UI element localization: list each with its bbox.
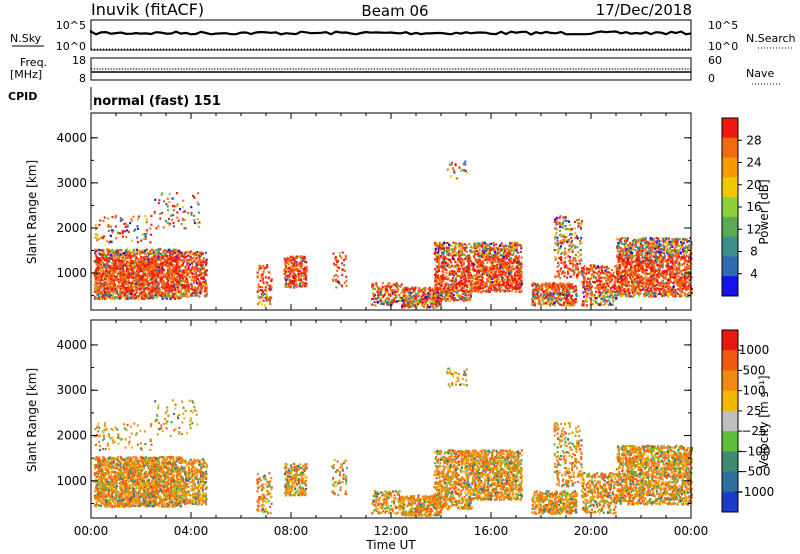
- velocity-colorbar-label: Velocity [m s⁻¹]: [757, 375, 771, 468]
- colorbar-segment: [722, 491, 738, 513]
- nsky-left-tick-top: 10^5: [56, 19, 86, 32]
- x-axis-label: Time UT: [365, 538, 416, 552]
- colorbar-tick-label: 16: [746, 200, 761, 214]
- nsky-right-tick-bottom: 10^0: [708, 40, 738, 53]
- cpid-label: CPID: [8, 90, 37, 103]
- colorbar-segment: [722, 276, 738, 297]
- colorbar-segment: [722, 451, 738, 473]
- power-data-cells: [93, 160, 693, 309]
- velocity-ylabel: Slant Range [km]: [25, 368, 39, 472]
- colorbar-tick-label: 12: [746, 222, 761, 236]
- freq-right-tick-bottom: 0: [708, 72, 715, 85]
- freq-left-tick-bottom: 8: [79, 72, 86, 85]
- velocity-panel: 00:00 04:00 08:00 12:00 16:00 20:00 00:00 1000 2…: [25, 319, 775, 552]
- colorbar-segment: [722, 197, 738, 218]
- freq-label-top: Freq.: [20, 56, 47, 69]
- colorbar-tick-label: −100: [738, 444, 771, 458]
- date-title: 17/Dec/2018: [596, 1, 692, 19]
- colorbar-segment: [722, 350, 738, 371]
- y-tick-label: 3000: [56, 383, 87, 397]
- power-ylabel: Slant Range [km]: [25, 160, 39, 264]
- freq-label-bottom: [MHz]: [10, 68, 42, 81]
- colorbar-tick-label: −25: [741, 424, 766, 438]
- y-tick-label: 1000: [56, 266, 87, 280]
- nsky-panel: N.Sky 10^5 10^0 10^5 10^0 N.Search: [10, 19, 796, 53]
- nsky-right-tick-top: 10^5: [708, 19, 738, 32]
- power-panel: 1000 2000 3000 4000 Slant Range [km] 4 8 12 16…: [25, 112, 771, 311]
- colorbar-segment: [722, 236, 738, 257]
- nave-label: Nave: [746, 67, 774, 80]
- x-tick-label: 08:00: [274, 524, 309, 538]
- colorbar-segment: [722, 370, 738, 392]
- x-tick-label: 00:00: [74, 524, 109, 538]
- nsearch-label: N.Search: [746, 32, 796, 45]
- colorbar-segment: [722, 390, 738, 412]
- y-tick-label: 2000: [56, 429, 87, 443]
- x-tick-label: 04:00: [174, 524, 209, 538]
- colorbar-segment: [722, 471, 738, 493]
- colorbar-segment: [722, 137, 738, 159]
- colorbar-segment: [722, 256, 738, 277]
- colorbar-segment: [722, 118, 738, 139]
- colorbar-tick-label: −1000: [734, 485, 775, 499]
- nsky-label: N.Sky: [10, 32, 42, 45]
- x-tick-label: 00:00: [674, 524, 709, 538]
- y-tick-label: 2000: [56, 221, 87, 235]
- colorbar-tick-label: 1000: [739, 343, 770, 357]
- y-tick-label: 4000: [56, 131, 87, 145]
- colorbar-tick-label: 500: [743, 363, 766, 377]
- colorbar-segment: [722, 216, 738, 238]
- freq-left-tick-top: 18: [72, 54, 86, 67]
- station-title: Inuvik (fitACF): [91, 0, 204, 19]
- cpid-row: CPID normal (fast) 151: [8, 87, 221, 110]
- colorbar-tick-label: 24: [746, 156, 761, 170]
- colorbar-tick-label: −500: [738, 465, 771, 479]
- y-tick-label: 4000: [56, 338, 87, 352]
- cpid-mode: normal (fast) 151: [93, 94, 221, 109]
- colorbar-segment: [722, 330, 738, 351]
- colorbar-segment: [722, 157, 738, 178]
- velocity-data-cells: [93, 367, 693, 517]
- colorbar-tick-label: 25: [746, 404, 761, 418]
- colorbar-segment: [722, 177, 738, 198]
- colorbar-tick-label: 4: [750, 267, 758, 281]
- colorbar-tick-label: 20: [746, 178, 761, 192]
- colorbar-segment: [722, 431, 738, 452]
- x-tick-label: 20:00: [574, 524, 609, 538]
- y-tick-label: 3000: [56, 176, 87, 190]
- nsky-left-tick-bottom: 10^0: [56, 40, 86, 53]
- freq-panel: Freq. [MHz] 18 8 60 0 Nave: [10, 54, 780, 85]
- colorbar-tick-label: 8: [750, 245, 758, 259]
- beam-title: Beam 06: [361, 2, 428, 20]
- y-tick-label: 1000: [56, 474, 87, 488]
- colorbar-tick-label: 100: [743, 384, 766, 398]
- colorbar-tick-label: 28: [746, 133, 761, 147]
- colorbar-segment: [722, 410, 738, 432]
- freq-right-tick-top: 60: [708, 54, 722, 67]
- x-tick-label: 12:00: [374, 524, 409, 538]
- x-tick-label: 16:00: [474, 524, 509, 538]
- power-colorbar-label: Power [dB]: [757, 179, 771, 244]
